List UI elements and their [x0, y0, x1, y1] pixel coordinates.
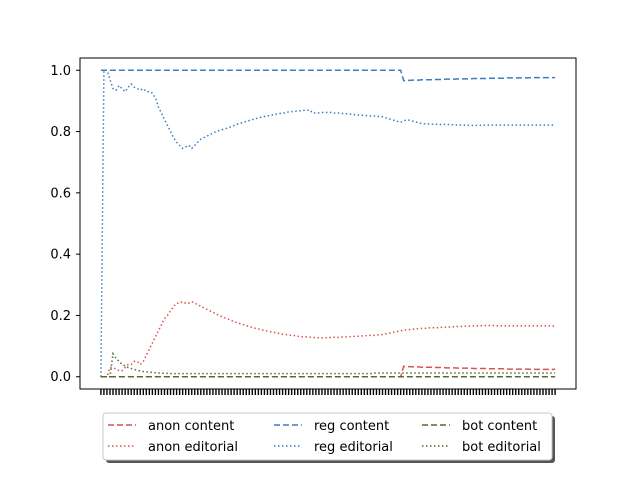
y-tick-label: 0.6 [50, 186, 71, 201]
legend-item-reg-content: reg content [274, 419, 389, 434]
legend-item-anon-editorial: anon editorial [108, 440, 238, 455]
series-line-reg-editorial [100, 69, 556, 377]
legend-item-reg-editorial: reg editorial [274, 440, 393, 455]
legend-label: anon content [148, 419, 234, 434]
y-tick-label: 0.8 [50, 125, 71, 140]
y-tick-label: 0.2 [50, 309, 71, 324]
plot-area [80, 58, 576, 389]
legend-label: bot editorial [462, 440, 541, 455]
legend-item-anon-content: anon content [108, 419, 234, 434]
y-axis-ticks: 0.0 0.2 0.4 0.6 0.8 1.0 [50, 64, 80, 385]
y-tick-label: 0.4 [50, 248, 71, 263]
y-tick-label: 0.0 [50, 370, 71, 385]
legend: anon content anon editorial reg content reg… [102, 412, 555, 463]
series-line-reg-content [100, 69, 556, 82]
legend-label: reg content [314, 419, 389, 434]
legend-label: reg editorial [314, 440, 393, 455]
legend-item-bot-content: bot content [422, 419, 537, 434]
legend-item-bot-editorial: bot editorial [422, 440, 541, 455]
y-tick-label: 1.0 [50, 64, 71, 79]
legend-label: bot content [462, 419, 537, 434]
series-line-bot-editorial [100, 351, 556, 378]
legend-box [102, 412, 553, 461]
series-layer [100, 69, 556, 378]
plot-frame [79, 57, 577, 390]
x-axis-ticks [100, 389, 556, 395]
legend-label: anon editorial [148, 440, 238, 455]
